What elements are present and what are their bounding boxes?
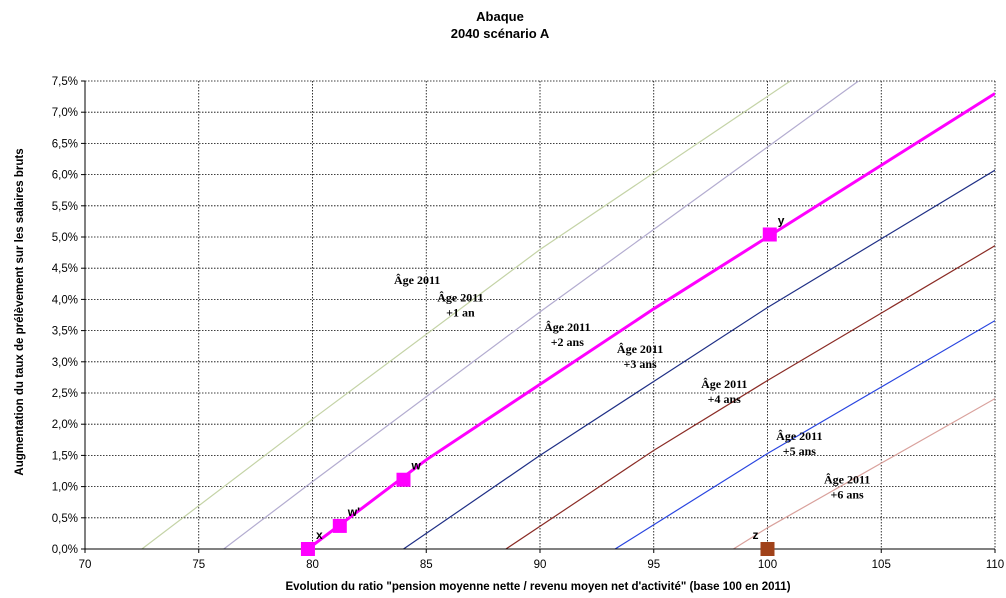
y-tick-label: 4,5% — [52, 263, 78, 275]
annotation-line: +5 ans — [783, 444, 817, 458]
y-tick-label: 0,0% — [52, 544, 78, 556]
curve-annotation: Âge 2011 +1 an — [437, 290, 483, 319]
x-tick-label: 95 — [647, 559, 660, 571]
point-marker — [762, 227, 777, 242]
x-tick-label: 75 — [192, 559, 205, 571]
annotation-line: Âge 2011 — [617, 342, 663, 356]
series-line-1 — [223, 81, 859, 549]
series-line-5 — [614, 320, 995, 549]
series-line-4 — [505, 245, 995, 549]
axes: 0,0% 0,5% 1,0% 1,5% 2,0% 2,5% 3,0% 3,5% 4,0% 4,5%… — [52, 76, 1004, 571]
point-label: y — [778, 214, 785, 228]
y-tick-label: 2,0% — [52, 419, 78, 431]
curve-annotation: Âge 2011 +3 ans — [617, 342, 663, 371]
point-marker — [760, 542, 775, 556]
y-tick-label: 7,0% — [52, 107, 78, 119]
y-tick-label: 5,5% — [52, 201, 78, 213]
x-tick-label: 90 — [534, 559, 547, 571]
x-tick-label: 110 — [986, 559, 1004, 571]
x-tick-label: 100 — [758, 559, 777, 571]
x-axis-label: Evolution du ratio "pension moyenne nett… — [285, 581, 790, 593]
annotation-line: +2 ans — [551, 335, 585, 349]
y-tick-label: 3,0% — [52, 357, 78, 369]
series-line-6 — [733, 398, 995, 549]
marked-points: x w' w y z — [300, 214, 785, 556]
series-line-2 — [306, 92, 995, 549]
annotation-line: Âge 2011 — [544, 320, 590, 334]
annotation-line: +1 an — [446, 305, 475, 319]
x-tick-label: 105 — [872, 559, 891, 571]
annotation-line: +6 ans — [831, 487, 865, 501]
series-lines — [141, 81, 995, 549]
series-line-0 — [141, 81, 791, 549]
x-tick-label: 85 — [420, 559, 433, 571]
series-line-3 — [403, 169, 995, 549]
point-label: w — [411, 459, 422, 473]
y-tick-label: 7,5% — [52, 76, 78, 88]
annotation-line: +4 ans — [708, 392, 742, 406]
chart-subtitle: 2040 scénario A — [451, 26, 550, 41]
point-marker — [332, 518, 347, 533]
y-tick-label: 6,0% — [52, 170, 78, 182]
point-marker — [300, 542, 315, 556]
annotation-line: Âge 2011 — [437, 290, 483, 304]
annotation-line: Âge 2011 — [824, 472, 870, 486]
curve-annotation: Âge 2011 +6 ans — [824, 472, 870, 501]
curve-annotation: Âge 2011 — [394, 273, 440, 287]
y-axis-label: Augmentation du taux de prélèvement sur … — [14, 148, 26, 475]
point-label: z — [753, 528, 759, 542]
y-tick-label: 5,0% — [52, 232, 78, 244]
annotation-line: +3 ans — [624, 357, 658, 371]
y-tick-label: 1,5% — [52, 450, 78, 462]
annotation-line: Âge 2011 — [701, 377, 747, 391]
curve-annotation: Âge 2011 +2 ans — [544, 320, 590, 349]
y-tick-label: 1,0% — [52, 482, 78, 494]
point-label: w' — [347, 505, 360, 519]
y-tick-label: 2,5% — [52, 388, 78, 400]
y-tick-label: 6,5% — [52, 138, 78, 150]
y-tick-label: 3,5% — [52, 326, 78, 338]
annotation-line: Âge 2011 — [394, 273, 440, 287]
y-tick-label: 4,0% — [52, 294, 78, 306]
x-tick-label: 70 — [79, 559, 92, 571]
chart-title: Abaque — [476, 9, 524, 24]
annotation-line: Âge 2011 — [776, 429, 822, 443]
x-tick-label: 80 — [306, 559, 319, 571]
y-tick-label: 0,5% — [52, 513, 78, 525]
gridlines — [85, 80, 996, 549]
point-marker — [396, 472, 411, 487]
point-label: x — [316, 528, 323, 542]
curve-annotation: Âge 2011 +4 ans — [701, 377, 747, 406]
curve-annotation: Âge 2011 +5 ans — [776, 429, 822, 458]
